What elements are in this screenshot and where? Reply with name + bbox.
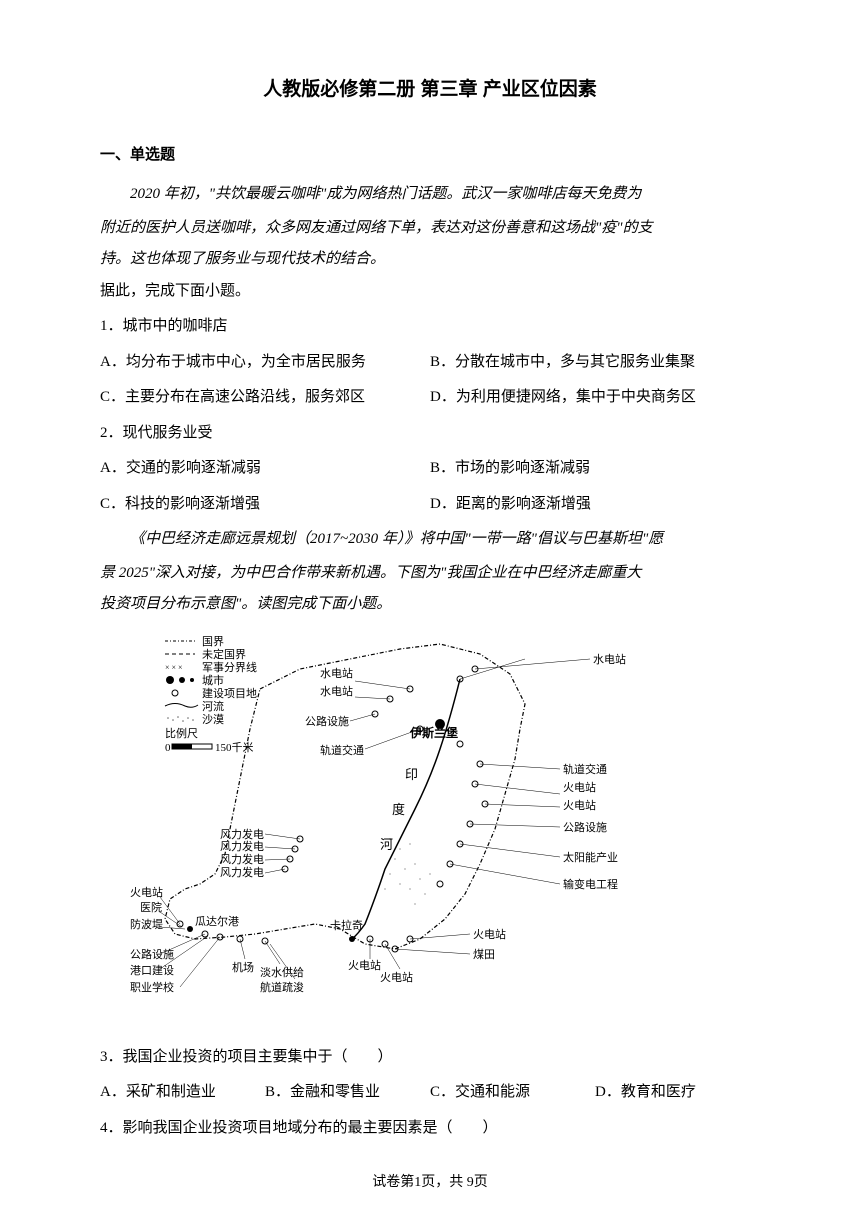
legend: 国界 未定国界 × × × 军事分界线 城市 建设项目地 河流 沙漠 比例尺 0 xyxy=(165,635,257,754)
section-header: 一、单选题 xyxy=(100,140,760,172)
svg-text:水电站: 水电站 xyxy=(320,684,353,698)
legend-scale-zero: 0 xyxy=(165,742,171,754)
q3-options: A．采矿和制造业 B．金融和零售业 C．交通和能源 D．教育和医疗 xyxy=(100,1077,760,1109)
q1-optA: A．均分布于城市中心，为全市居民服务 xyxy=(100,347,430,379)
svg-text:港口建设: 港口建设 xyxy=(130,963,174,977)
svg-text:太阳能产业: 太阳能产业 xyxy=(563,850,618,864)
svg-text:公路设施: 公路设施 xyxy=(305,715,349,728)
right-labels: 水电站 水电站 水电站 公路设施 轨道交通 轨道交通 火电站 火电站 公路设施 … xyxy=(305,652,626,984)
legend-undefined: 未定国界 xyxy=(202,647,246,661)
map-figure: 国界 未定国界 × × × 军事分界线 城市 建设项目地 河流 沙漠 比例尺 0 xyxy=(130,629,650,1024)
q3-optA: A．采矿和制造业 xyxy=(100,1077,265,1109)
svg-text:风力发电: 风力发电 xyxy=(220,852,264,866)
svg-text:淡水供给: 淡水供给 xyxy=(260,965,304,979)
svg-text:防波堤: 防波堤 xyxy=(130,917,163,931)
svg-text:火电站: 火电站 xyxy=(473,927,506,941)
svg-text:风力发电: 风力发电 xyxy=(220,865,264,879)
river-label-2: 度 xyxy=(392,802,405,817)
legend-military: 军事分界线 xyxy=(202,660,257,674)
svg-text:输变电工程: 输变电工程 xyxy=(563,877,618,891)
svg-text:风力发电: 风力发电 xyxy=(220,827,264,841)
river-label-1: 印 xyxy=(405,767,418,782)
svg-text:公路设施: 公路设施 xyxy=(130,948,174,961)
svg-text:职业学校: 职业学校 xyxy=(130,980,174,994)
svg-text:煤田: 煤田 xyxy=(473,948,495,961)
q1-stem: 1．城市中的咖啡店 xyxy=(100,311,760,343)
svg-text:火电站: 火电站 xyxy=(380,970,413,984)
instruction1: 据此，完成下面小题。 xyxy=(100,276,760,308)
q2-stem: 2．现代服务业受 xyxy=(100,418,760,450)
legend-river: 河流 xyxy=(202,699,224,713)
label-karachi: 卡拉奇 xyxy=(330,918,363,932)
passage1-line2: 附近的医护人员送咖啡，众多网友通过网络下单，表达对这份善意和这场战"疫"的支 xyxy=(100,213,760,245)
svg-text:× × ×: × × × xyxy=(165,663,183,672)
svg-text:火电站: 火电站 xyxy=(563,780,596,794)
label-gwadar: 瓜达尔港 xyxy=(195,915,239,928)
svg-text:航道疏浚: 航道疏浚 xyxy=(260,980,304,994)
q3-stem: 3．我国企业投资的项目主要集中于（ ） xyxy=(100,1042,760,1074)
q1-optD: D．为利用便捷网络，集中于中央商务区 xyxy=(430,382,760,414)
passage2-line2: 景 2025"深入对接，为中巴合作带来新机遇。下图为"我国企业在中巴经济走廊重大 xyxy=(100,558,760,590)
map-svg: 国界 未定国界 × × × 军事分界线 城市 建设项目地 河流 沙漠 比例尺 0 xyxy=(130,629,650,1024)
city-gwadar xyxy=(187,926,193,932)
q3-optB: B．金融和零售业 xyxy=(265,1077,430,1109)
page-title: 人教版必修第二册 第三章 产业区位因素 xyxy=(100,70,760,110)
svg-text:医院: 医院 xyxy=(140,900,162,914)
svg-text:火电站: 火电站 xyxy=(130,885,163,899)
q3-optC: C．交通和能源 xyxy=(430,1077,595,1109)
legend-city: 城市 xyxy=(202,673,224,687)
q2-optC: C．科技的影响逐渐增强 xyxy=(100,489,430,521)
svg-text:火电站: 火电站 xyxy=(348,958,381,972)
q3-optD: D．教育和医疗 xyxy=(595,1077,760,1109)
svg-text:机场: 机场 xyxy=(232,960,254,974)
svg-text:风力发电: 风力发电 xyxy=(220,839,264,853)
svg-text:公路设施: 公路设施 xyxy=(563,821,607,834)
svg-text:水电站: 水电站 xyxy=(593,652,626,666)
svg-text:轨道交通: 轨道交通 xyxy=(563,762,607,776)
q2-options-row1: A．交通的影响逐渐减弱 B．市场的影响逐渐减弱 xyxy=(100,453,760,485)
svg-text:水电站: 水电站 xyxy=(320,666,353,680)
q1-options-row2: C．主要分布在高速公路沿线，服务郊区 D．为利用便捷网络，集中于中央商务区 xyxy=(100,382,760,414)
page-footer: 试卷第1页，共 9页 xyxy=(100,1168,760,1197)
legend-project: 建设项目地 xyxy=(202,686,257,700)
q2-optB: B．市场的影响逐渐减弱 xyxy=(430,453,760,485)
q2-options-row2: C．科技的影响逐渐增强 D．距离的影响逐渐增强 xyxy=(100,489,760,521)
q1-optC: C．主要分布在高速公路沿线，服务郊区 xyxy=(100,382,430,414)
left-labels: 风力发电 风力发电 风力发电 风力发电 火电站 医院 防波堤 公路设施 港口建设… xyxy=(130,827,304,994)
legend-scale-label: 比例尺 xyxy=(165,726,198,740)
city-karachi xyxy=(349,936,355,942)
q2-optA: A．交通的影响逐渐减弱 xyxy=(100,453,430,485)
river-label-3: 河 xyxy=(380,837,393,852)
q2-optD: D．距离的影响逐渐增强 xyxy=(430,489,760,521)
legend-desert: 沙漠 xyxy=(202,713,224,726)
q1-optB: B．分散在城市中，多与其它服务业集聚 xyxy=(430,347,760,379)
q1-options-row1: A．均分布于城市中心，为全市居民服务 B．分散在城市中，多与其它服务业集聚 xyxy=(100,347,760,379)
passage2-line1: 《中巴经济走廊远景规划（2017~2030 年）》将中国"一带一路"倡议与巴基斯… xyxy=(100,524,760,556)
svg-text:火电站: 火电站 xyxy=(563,798,596,812)
passage2-line3: 投资项目分布示意图"。读图完成下面小题。 xyxy=(100,589,760,621)
svg-text:轨道交通: 轨道交通 xyxy=(320,743,364,757)
indus-river xyxy=(352,679,460,939)
legend-border: 国界 xyxy=(202,635,224,648)
legend-scale-value: 150千米 xyxy=(215,741,254,754)
label-islamabad: 伊斯兰堡 xyxy=(409,725,458,740)
passage1-line1: 2020 年初，"共饮最暖云咖啡"成为网络热门话题。武汉一家咖啡店每天免费为 xyxy=(100,179,760,211)
passage1-line3: 持。这也体现了服务业与现代技术的结合。 xyxy=(100,244,760,276)
q4-stem: 4．影响我国企业投资项目地域分布的最主要因素是（ ） xyxy=(100,1113,760,1145)
